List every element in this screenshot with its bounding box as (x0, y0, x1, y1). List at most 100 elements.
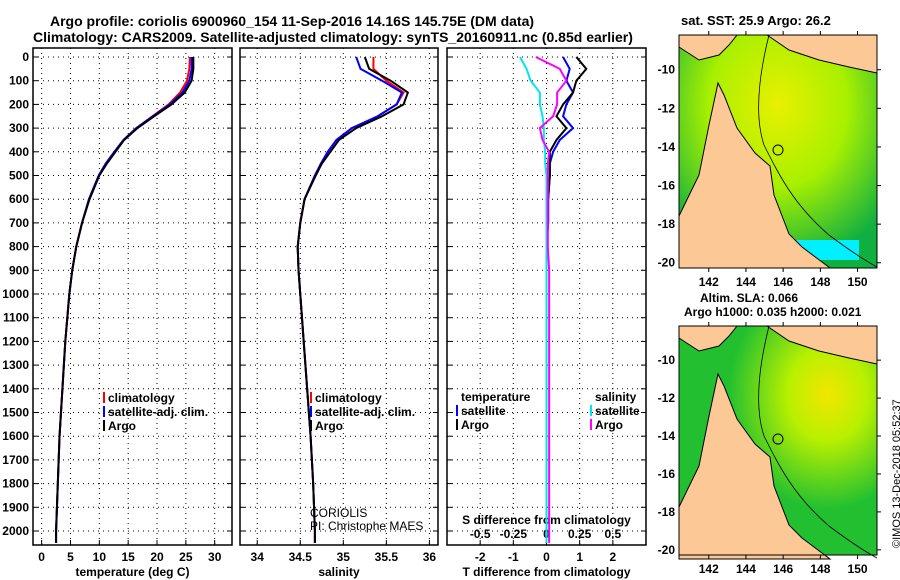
y-tick-label: 1600 (2, 429, 29, 443)
y-tick-label: 2000 (2, 524, 29, 538)
y-tick-label: 100 (9, 74, 29, 88)
y-tick-label: 600 (9, 192, 29, 206)
x-tick-label: 0 (543, 550, 550, 564)
legend-salinity-label: satellite (595, 404, 640, 418)
legend-swatch (456, 419, 458, 430)
y-tick-label: 1000 (2, 287, 29, 301)
x-axis-label: T difference from climatology (462, 565, 630, 579)
y-tick-label: 1800 (2, 477, 29, 491)
lon-tick-label: 148 (810, 275, 830, 289)
sla-map-title-1: Altim. SLA: 0.066 (700, 291, 799, 305)
y-tick-label: 1900 (2, 500, 29, 514)
plot-frame (32, 47, 233, 546)
sst-map: -10 -12 -14 -16 -18 -20 142 144 146 148 150 (658, 31, 881, 289)
x-axis-label: temperature (deg C) (75, 565, 189, 579)
title-line-2: Climatology: CARS2009. Satellite-adjuste… (33, 29, 633, 45)
x-tick-label: 35.5 (375, 550, 399, 564)
legend-label: climatology (108, 391, 175, 405)
series-s-argo (535, 56, 568, 543)
land-cape-york (678, 81, 832, 269)
legend-label: Argo (108, 419, 136, 433)
lon-tick-label: 146 (773, 562, 793, 576)
x-tick-label: 0 (38, 550, 45, 564)
y-tick-label: 500 (9, 169, 29, 183)
y-tick-label: 0 (22, 50, 29, 64)
y-tick-label: 700 (9, 216, 29, 230)
plot-frame (446, 47, 647, 546)
s-tick-label: -0.25 (500, 527, 528, 541)
legend-swatch (590, 419, 592, 430)
title-line-1: Argo profile: coriolis 6900960_154 11-Se… (50, 13, 535, 29)
y-tick-label: 800 (9, 240, 29, 254)
lon-tick-label: 146 (773, 275, 793, 289)
y-tick-label: 1300 (2, 358, 29, 372)
lon-tick-label: 148 (810, 562, 830, 576)
legend-swatch (103, 420, 105, 431)
lat-tick-label: -12 (658, 101, 676, 115)
legend-label: Argo (315, 419, 343, 433)
sla-map-title-2: Argo h1000: 0.035 h2000: 0.021 (684, 305, 862, 319)
s-tick-label: 0.25 (568, 527, 592, 541)
lon-tick-label: 150 (848, 275, 868, 289)
legend-salinity-label: Argo (595, 418, 623, 432)
series-s-satellite (519, 56, 548, 543)
plot-frame (239, 47, 439, 546)
bathymetry-contour (758, 325, 878, 559)
y-tick-label: 200 (9, 97, 29, 111)
y-tick-label: 1200 (2, 334, 29, 348)
legend-swatch (310, 406, 312, 417)
legend-temperature-label: temperature (461, 390, 531, 404)
lat-tick-label: -14 (658, 140, 676, 154)
bathymetry-contour (758, 34, 878, 268)
y-tick-label: 1700 (2, 453, 29, 467)
x-tick-label: 15 (121, 550, 135, 564)
legend-label: climatology (315, 391, 382, 405)
x-axis-label: salinity (318, 565, 360, 579)
s-tick-label: -0.5 (470, 527, 491, 541)
series-t-satellite (545, 56, 575, 543)
credit-line-1: CORIOLIS (310, 506, 368, 520)
legend-swatch (310, 420, 312, 431)
legend-swatch (103, 392, 105, 403)
sst-map-title: sat. SST: 25.9 Argo: 26.2 (681, 13, 831, 28)
series-argo (296, 56, 410, 543)
footer-timestamp: ©IMOS 13-Dec-2018 05:52:37 (891, 399, 900, 548)
x-tick-label: 10 (93, 550, 107, 564)
x-tick-label: 34.5 (289, 550, 313, 564)
lat-tick-label: -16 (658, 179, 676, 193)
lat-tick-label: -18 (658, 217, 676, 231)
series-climatology (55, 56, 191, 543)
lat-tick-label: -10 (658, 63, 676, 77)
series-argo (55, 57, 195, 543)
series-t-argo (545, 56, 588, 543)
y-tick-label: 1500 (2, 406, 29, 420)
lon-tick-label: 144 (736, 275, 756, 289)
credit-line-2: PI: Christophe MAES (310, 519, 424, 533)
lat-tick-label: -12 (658, 391, 676, 405)
legend-swatch (590, 405, 592, 416)
argo-location-marker (772, 433, 784, 445)
y-tick-label: 400 (9, 145, 29, 159)
x-tick-label: 20 (150, 550, 164, 564)
y-tick-label: 1100 (3, 311, 29, 325)
lon-tick-label: 142 (699, 275, 719, 289)
legend-temperature-label: Argo (461, 418, 489, 432)
map-frame (678, 34, 878, 269)
salinity-panel: 34 34.5 35 35.5 36 salinity climatologysatelli… (239, 47, 439, 579)
lon-tick-label: 142 (699, 562, 719, 576)
x-tick-label: 1 (576, 550, 583, 564)
temperature-panel: 0 5 10 15 20 25 30 temperature (deg C) 0 100 200 30… (2, 47, 233, 579)
lon-tick-label: 144 (736, 562, 756, 576)
legend-label: satellite-adj. clim. (315, 405, 415, 419)
lat-tick-label: -18 (658, 505, 676, 519)
x-tick-label: 25 (179, 550, 193, 564)
x-tick-label: 35 (337, 550, 351, 564)
x-tick-label: 2 (609, 550, 616, 564)
x-tick-label: 34 (251, 550, 265, 564)
legend-label: satellite-adj. clim. (108, 405, 208, 419)
legend-swatch (310, 392, 312, 403)
legend-salinity-label: salinity (595, 390, 637, 404)
lat-tick-label: -14 (658, 429, 676, 443)
